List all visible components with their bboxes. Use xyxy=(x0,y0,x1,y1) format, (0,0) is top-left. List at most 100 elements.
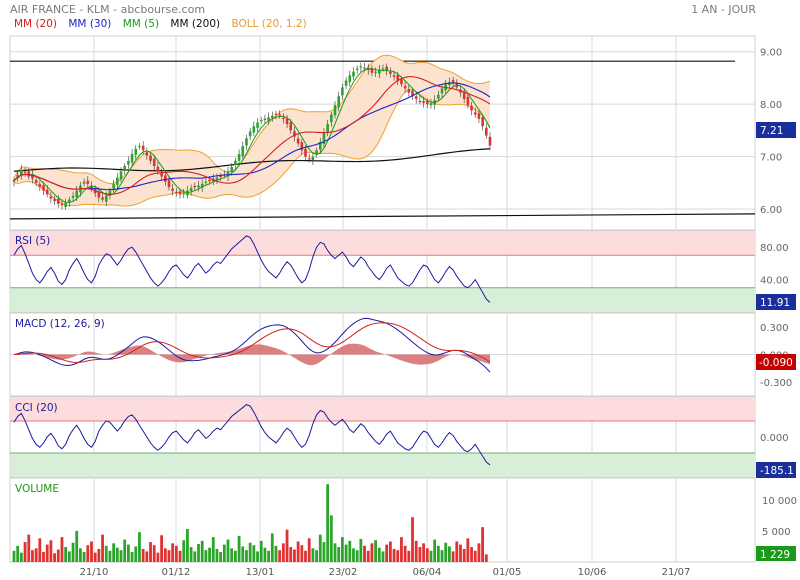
macd-tick-2: -0.300 xyxy=(760,378,792,389)
volume-bar-84 xyxy=(322,542,326,562)
rsi-tick-0: 80.00 xyxy=(760,243,789,254)
volume-bar-25 xyxy=(104,545,108,562)
bollinger-lower xyxy=(13,89,491,207)
volume-bar-56 xyxy=(219,552,223,562)
price-last-value: 7.21 xyxy=(760,125,783,137)
candle-7 xyxy=(38,184,42,188)
volume-bar-115 xyxy=(436,545,440,562)
candle-33 xyxy=(134,148,138,155)
volume-bar-101 xyxy=(385,544,389,562)
candle-42 xyxy=(167,180,171,188)
candle-62 xyxy=(241,146,245,157)
panel-frame-0 xyxy=(9,35,756,231)
x-label-1: 01/12 xyxy=(162,567,191,578)
candle-85 xyxy=(326,124,329,134)
candle-34 xyxy=(138,146,141,148)
legend-mm30: MM (30) xyxy=(68,18,112,30)
candle-41 xyxy=(163,175,167,182)
mm30-line xyxy=(13,82,491,191)
volume-bar-0 xyxy=(12,550,16,562)
candle-127 xyxy=(481,117,484,127)
volume-tick-1: 5 000 xyxy=(762,527,791,538)
cci-lower-zone xyxy=(10,453,755,477)
volume-bar-40 xyxy=(160,535,163,562)
candle-25 xyxy=(104,195,108,202)
candle-26 xyxy=(108,190,112,196)
candle-87 xyxy=(333,105,337,116)
volume-bar-79 xyxy=(304,550,307,562)
candle-99 xyxy=(378,69,381,74)
candle-77 xyxy=(296,138,300,144)
volume-bar-123 xyxy=(466,538,470,562)
volume-bars xyxy=(12,484,488,562)
candle-122 xyxy=(462,92,466,99)
volume-bar-109 xyxy=(414,540,418,562)
volume-bar-41 xyxy=(163,548,167,562)
candle-11 xyxy=(53,198,56,202)
volume-bar-66 xyxy=(256,551,259,562)
candle-80 xyxy=(307,158,311,160)
volume-bar-117 xyxy=(444,542,448,562)
candle-93 xyxy=(355,68,359,70)
candle-53 xyxy=(208,179,211,182)
volume-bar-106 xyxy=(403,545,407,562)
volume-bar-46 xyxy=(182,540,186,562)
cci-line xyxy=(13,404,491,466)
volume-bar-4 xyxy=(27,534,31,562)
volume-bar-38 xyxy=(152,545,156,562)
volume-bar-91 xyxy=(348,540,352,562)
volume-bar-55 xyxy=(215,548,219,562)
volume-bar-65 xyxy=(252,545,256,562)
volume-bar-95 xyxy=(363,545,366,562)
volume-bar-31 xyxy=(126,544,130,562)
volume-bar-94 xyxy=(359,538,363,562)
candle-30 xyxy=(123,166,126,170)
candle-110 xyxy=(418,101,422,103)
volume-bar-30 xyxy=(123,539,127,562)
volume-bar-90 xyxy=(344,544,348,562)
volume-bar-15 xyxy=(67,551,71,562)
volume-bar-68 xyxy=(263,547,267,562)
candle-104 xyxy=(396,75,400,81)
volume-bar-51 xyxy=(200,540,204,562)
candle-108 xyxy=(411,90,414,97)
volume-bar-87 xyxy=(333,543,337,562)
volume-badge xyxy=(756,546,796,561)
period-selector[interactable]: 1 AN - JOUR xyxy=(691,3,756,16)
volume-bar-62 xyxy=(241,546,245,562)
volume-bar-93 xyxy=(355,550,359,562)
candle-65 xyxy=(252,126,256,133)
volume-bar-63 xyxy=(245,550,248,562)
rsi-badge xyxy=(756,294,796,310)
volume-bar-14 xyxy=(64,547,68,562)
volume-bar-11 xyxy=(53,553,56,562)
candle-69 xyxy=(267,117,270,121)
volume-bar-120 xyxy=(455,541,459,562)
price-tick-0: 9.00 xyxy=(760,48,782,59)
candle-24 xyxy=(101,197,104,200)
legend-boll: BOLL (20, 1.2) xyxy=(231,18,307,30)
volume-bar-85 xyxy=(326,484,330,562)
candle-94 xyxy=(359,66,363,68)
candle-17 xyxy=(75,190,79,198)
volume-bar-49 xyxy=(193,551,197,562)
candle-79 xyxy=(304,148,307,157)
candle-3 xyxy=(23,171,27,173)
mm200-line xyxy=(13,148,491,172)
rsi-line xyxy=(13,235,491,303)
candle-15 xyxy=(68,199,71,202)
volume-bar-119 xyxy=(451,551,455,562)
macd-badge xyxy=(756,354,796,370)
candle-59 xyxy=(230,167,234,172)
chart-title: AIR FRANCE - KLM - abcbourse.com xyxy=(10,3,206,16)
volume-label: VOLUME xyxy=(15,483,59,495)
x-label-6: 10/06 xyxy=(578,567,607,578)
candle-27 xyxy=(112,183,115,189)
candle-21 xyxy=(90,185,93,189)
volume-bar-22 xyxy=(93,552,97,562)
volume-bar-74 xyxy=(285,529,289,562)
price-badge xyxy=(756,122,796,138)
volume-bar-125 xyxy=(473,550,477,562)
candle-49 xyxy=(193,185,197,188)
candle-129 xyxy=(488,136,492,146)
